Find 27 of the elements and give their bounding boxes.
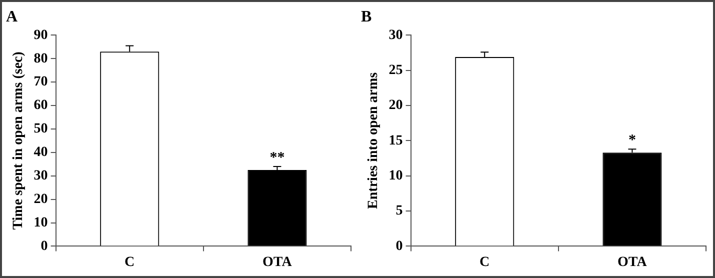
x-tick-label: C: [480, 255, 490, 270]
y-tick-label: 40: [34, 145, 48, 160]
annotation: *: [628, 132, 636, 149]
y-tick-label: 15: [388, 133, 403, 148]
y-tick-label: 80: [34, 51, 48, 66]
y-tick-label: 50: [34, 122, 48, 137]
x-tick-label: OTA: [618, 255, 648, 270]
y-tick-label: 0: [40, 238, 48, 254]
y-tick-label: 30: [34, 168, 48, 184]
y-tick-label: 5: [396, 204, 403, 219]
y-tick-label: 60: [34, 98, 48, 114]
y-tick-label: 0: [396, 238, 403, 254]
x-tick-label: OTA: [262, 255, 293, 270]
y-tick-label: 20: [388, 98, 403, 114]
y-tick-label: 90: [34, 28, 48, 43]
y-tick-label: 20: [34, 192, 48, 207]
chart-title: B: [361, 8, 372, 26]
y-tick-label: 10: [388, 168, 403, 184]
y-tick-label: 25: [388, 62, 403, 78]
annotation: **: [270, 150, 285, 166]
y-axis-title: Entries into open arms: [366, 72, 382, 209]
y-tick-label: 10: [34, 215, 48, 230]
y-axis-title: Time spent in open arms (sec): [11, 51, 26, 230]
y-tick-label: 30: [388, 28, 403, 43]
chart-title: A: [6, 8, 18, 26]
y-tick-label: 70: [34, 74, 48, 90]
x-tick-label: C: [124, 255, 135, 270]
